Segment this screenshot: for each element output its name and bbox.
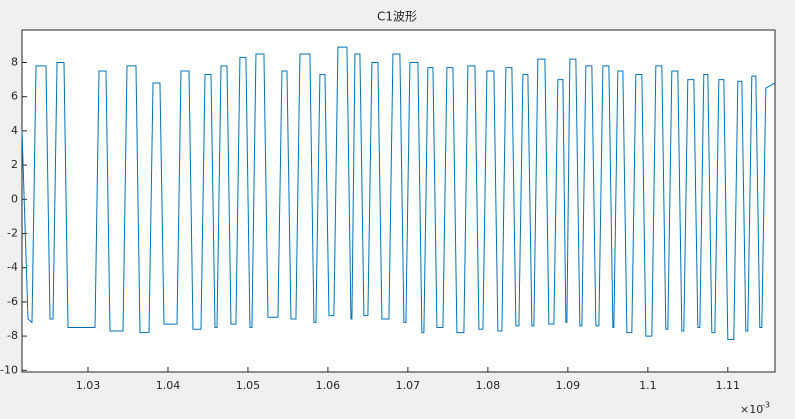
data-line	[21, 46, 776, 341]
x-tick-label: 1.07	[396, 379, 421, 392]
y-tick-label: -10	[0, 363, 18, 376]
y-tick-label: 8	[11, 55, 18, 68]
x-tick-label: 1.05	[236, 379, 261, 392]
x-tick-label: 1.06	[316, 379, 341, 392]
x-tick-label: 1.03	[76, 379, 101, 392]
y-tick-label: 4	[11, 124, 18, 137]
y-tick-label: -8	[7, 329, 18, 342]
y-tick-label: 2	[11, 158, 18, 171]
x-tick-label: 1.1	[639, 379, 657, 392]
x-exponent-base: ×10	[740, 403, 763, 416]
y-tick-label: 6	[11, 90, 18, 103]
plot-area	[21, 29, 776, 373]
x-tick-label: 1.04	[156, 379, 181, 392]
x-tick-label: 1.09	[556, 379, 581, 392]
y-tick-label: -6	[7, 295, 18, 308]
x-exponent-power: -3	[762, 401, 770, 410]
x-tick-label: 1.11	[716, 379, 741, 392]
y-tick-label: -2	[7, 226, 18, 239]
y-tick-label: -4	[7, 261, 18, 274]
chart-title: C1波形	[377, 10, 417, 24]
y-tick-label: 0	[11, 192, 18, 205]
x-tick-label: 1.08	[476, 379, 501, 392]
